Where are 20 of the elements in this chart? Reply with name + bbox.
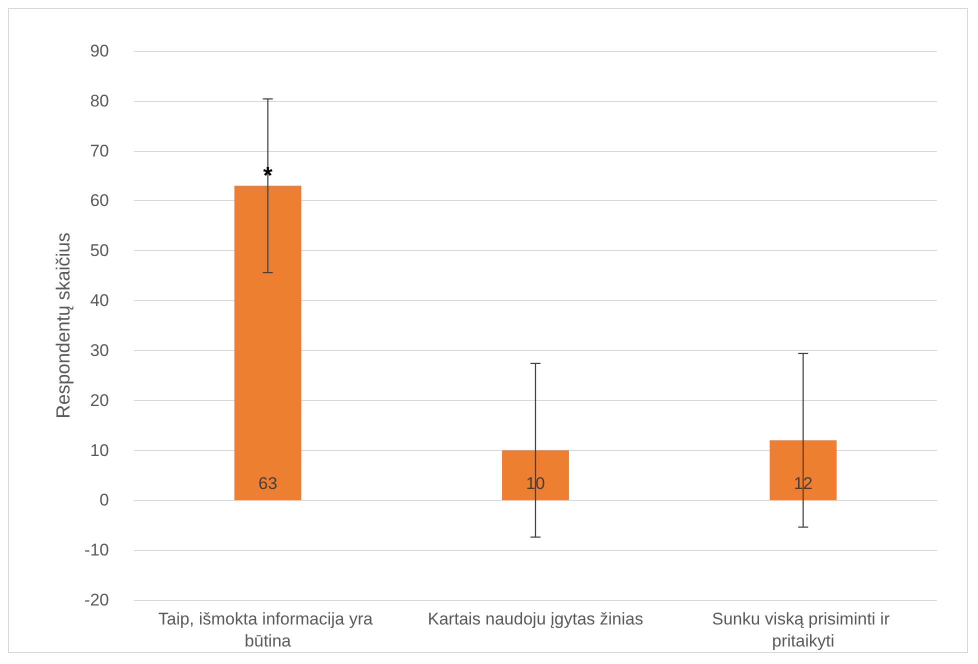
y-tick-label: 50 (90, 241, 109, 260)
y-tick-label: 60 (90, 191, 109, 210)
y-tick-label: -20 (84, 590, 109, 610)
y-axis-title: Respondentų skaičius (54, 232, 75, 418)
data-label: 63 (258, 474, 278, 494)
x-tick-label: Kartais naudoju įgytas žinias (428, 610, 644, 628)
bar (502, 450, 569, 500)
y-tick-label: 30 (90, 340, 109, 360)
y-tick-label: 40 (90, 291, 109, 310)
y-tick-label: 0 (100, 490, 109, 510)
bar (770, 440, 837, 500)
y-tick-label: 10 (90, 440, 109, 460)
y-tick-label: 80 (90, 91, 109, 110)
x-tick-label: Sunku viską prisiminti ir pritaikyti (712, 610, 894, 650)
x-tick-label: Taip, išmokta informacija yra būtina (158, 610, 378, 650)
y-tick-label: 20 (90, 390, 109, 410)
bar (234, 186, 302, 500)
y-tick-label: -10 (84, 540, 109, 560)
y-tick-label: 90 (90, 42, 109, 60)
y-tick-label: 70 (90, 141, 109, 160)
